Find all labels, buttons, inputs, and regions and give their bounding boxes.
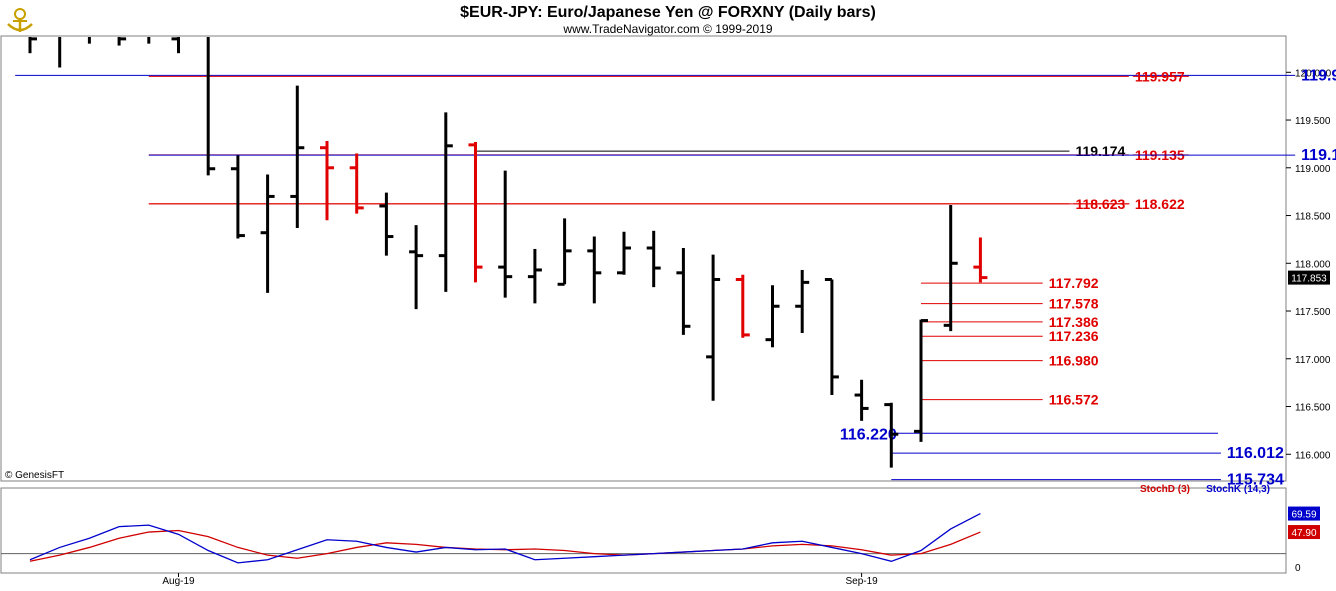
legend-stochk: StochK (14,3) xyxy=(1206,484,1270,495)
ohlc-bar xyxy=(587,236,602,304)
stochd-value-box xyxy=(1288,525,1320,540)
ohlc-bar xyxy=(824,278,839,396)
price-tick-label: 119.000 xyxy=(1295,164,1331,175)
last-price-box xyxy=(1288,270,1330,285)
indicator-tick-label: 0 xyxy=(1295,563,1301,574)
last-price-label: 117.853 xyxy=(1291,274,1327,285)
price-tick-label: 120.000 xyxy=(1295,68,1332,79)
ohlc-bar xyxy=(290,85,305,228)
ohlc-bar xyxy=(379,192,394,256)
copyright-label: © GenesisFT xyxy=(5,470,64,481)
chart-subtitle: www.TradeNavigator.com © 1999-2019 xyxy=(562,22,772,36)
time-axis: Aug-19 Sep-19 xyxy=(162,573,878,587)
level-label: 115.734 xyxy=(1227,472,1284,489)
stochk-value-label: 69.59 xyxy=(1291,510,1316,521)
price-tick-label: 117.000 xyxy=(1295,355,1331,366)
ohlc-bar xyxy=(854,379,869,421)
stochastic-panel: 0 StochK (14,3) StochD (3) 47.90 69.59 xyxy=(1,484,1320,574)
price-tick-label: 117.500 xyxy=(1295,307,1331,318)
level-label: 116.220 xyxy=(840,426,897,443)
level-label: 116.980 xyxy=(1049,353,1099,369)
price-tick-label: 116.500 xyxy=(1295,403,1331,414)
ohlc-bar xyxy=(973,237,988,283)
stochd-value-label: 47.90 xyxy=(1291,528,1316,539)
ohlc-bar xyxy=(943,205,958,332)
ohlc-bar xyxy=(884,402,899,468)
ohlc-bar xyxy=(557,218,572,286)
ohlc-bar xyxy=(617,231,631,275)
level-label: 116.012 xyxy=(1227,445,1284,462)
ohlc-bar xyxy=(765,285,780,348)
ohlc-bar xyxy=(676,247,691,335)
stochk-value-box xyxy=(1288,506,1320,521)
ohlc-bar xyxy=(914,319,928,442)
level-label: 117.236 xyxy=(1049,328,1099,344)
price-tick-label: 118.000 xyxy=(1295,259,1331,270)
price-tick-label: 116.000 xyxy=(1295,450,1331,461)
ohlc-bar xyxy=(795,269,810,333)
ohlc-bar xyxy=(706,254,721,401)
price-axis: 120.000 119.500 119.000 118.500 118.000 117.5… xyxy=(1286,68,1332,461)
ohlc-bar xyxy=(349,153,364,214)
indicator-panel-frame xyxy=(0,487,1287,574)
price-levels: 119.968119.957119.174119.135119.133118.6… xyxy=(15,67,1336,489)
level-label: 116.572 xyxy=(1049,392,1099,408)
ohlc-bar xyxy=(28,37,37,54)
level-label: 118.622 xyxy=(1135,196,1185,212)
ohlc-bar xyxy=(646,230,661,288)
price-bars xyxy=(28,37,988,468)
ohlc-bar xyxy=(438,112,453,292)
price-panel-frame xyxy=(0,35,1287,482)
ohlc-bar xyxy=(260,174,275,293)
time-tick-label: Sep-19 xyxy=(845,576,878,587)
level-label: 117.386 xyxy=(1049,314,1099,330)
app-logo-icon xyxy=(2,2,38,36)
time-tick-label: Aug-19 xyxy=(162,576,195,587)
ohlc-bar xyxy=(409,225,424,310)
ohlc-bar xyxy=(468,141,483,283)
level-label: 119.174 xyxy=(1075,143,1125,159)
price-tick-label: 118.500 xyxy=(1295,212,1331,223)
legend-stochd: StochD (3) xyxy=(1140,484,1190,495)
level-label: 119.968 xyxy=(1301,67,1336,84)
stochk-line xyxy=(29,512,981,564)
ohlc-bar xyxy=(527,248,542,304)
ohlc-bar xyxy=(230,155,245,239)
ohlc-bar xyxy=(320,141,334,221)
ohlc-bar xyxy=(206,37,216,176)
price-tick-label: 119.500 xyxy=(1295,116,1331,127)
chart-title: $EUR-JPY: Euro/Japanese Yen @ FORXNY (Da… xyxy=(460,4,876,21)
ohlc-bar xyxy=(117,37,127,46)
level-label: 117.792 xyxy=(1049,275,1099,291)
ohlc-bar xyxy=(735,274,750,338)
level-label: 117.578 xyxy=(1049,296,1099,312)
level-label: 119.133 xyxy=(1301,147,1336,164)
stochd-line xyxy=(29,529,981,562)
ohlc-bar xyxy=(171,37,180,54)
ohlc-bar xyxy=(498,170,513,298)
